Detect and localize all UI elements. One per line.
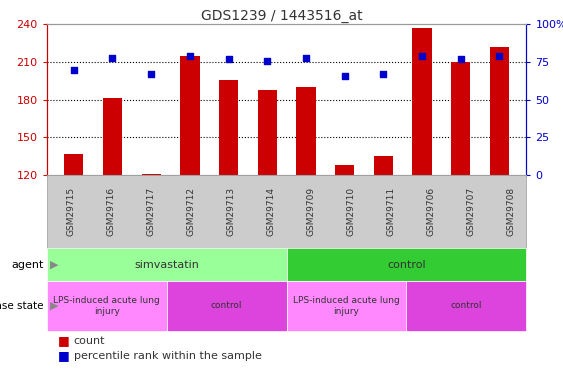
Text: control: control (211, 302, 242, 310)
Text: count: count (74, 336, 105, 345)
Point (417, 53, 426, 59)
Bar (374, 156, 393, 175)
Point (340, 73, 349, 79)
Text: control: control (387, 260, 426, 270)
Point (69, 67, 78, 73)
Text: agent: agent (11, 260, 44, 270)
Text: GSM29709: GSM29709 (306, 187, 315, 236)
Text: GSM29708: GSM29708 (507, 187, 515, 236)
Text: ▶: ▶ (50, 260, 58, 270)
Bar (219, 80, 238, 175)
Text: GSM29711: GSM29711 (387, 187, 395, 236)
Point (495, 53, 504, 59)
Text: GSM29714: GSM29714 (267, 187, 275, 236)
Bar (64, 154, 83, 175)
Text: GDS1239 / 1443516_at: GDS1239 / 1443516_at (200, 9, 363, 23)
Text: GSM29712: GSM29712 (187, 187, 195, 236)
Bar (141, 174, 161, 175)
Text: GSM29707: GSM29707 (466, 187, 475, 236)
Text: ▶: ▶ (50, 301, 58, 311)
Point (263, 57, 272, 63)
Bar (257, 90, 277, 175)
Bar (412, 28, 432, 175)
Point (147, 71, 156, 77)
Point (108, 54, 117, 60)
Point (379, 71, 388, 77)
Point (456, 56, 465, 62)
Text: LPS-induced acute lung
injury: LPS-induced acute lung injury (293, 296, 400, 315)
Text: GSM29717: GSM29717 (147, 187, 155, 236)
Bar (451, 62, 470, 175)
Text: ■: ■ (58, 350, 70, 362)
Bar (296, 87, 316, 175)
Text: GSM29713: GSM29713 (226, 187, 235, 236)
Text: GSM29715: GSM29715 (67, 187, 75, 236)
Text: ■: ■ (58, 334, 70, 347)
Point (185, 53, 194, 59)
Bar (490, 47, 509, 175)
Bar (180, 56, 199, 175)
Text: LPS-induced acute lung
injury: LPS-induced acute lung injury (53, 296, 160, 315)
Text: GSM29710: GSM29710 (347, 187, 355, 236)
Text: disease state: disease state (0, 301, 44, 311)
Text: GSM29716: GSM29716 (107, 187, 115, 236)
Point (301, 54, 310, 60)
Text: percentile rank within the sample: percentile rank within the sample (74, 351, 262, 361)
Bar (335, 165, 354, 175)
Bar (103, 99, 122, 175)
Text: GSM29706: GSM29706 (427, 187, 435, 236)
Text: control: control (451, 302, 482, 310)
Point (224, 56, 233, 62)
Text: simvastatin: simvastatin (134, 260, 199, 270)
